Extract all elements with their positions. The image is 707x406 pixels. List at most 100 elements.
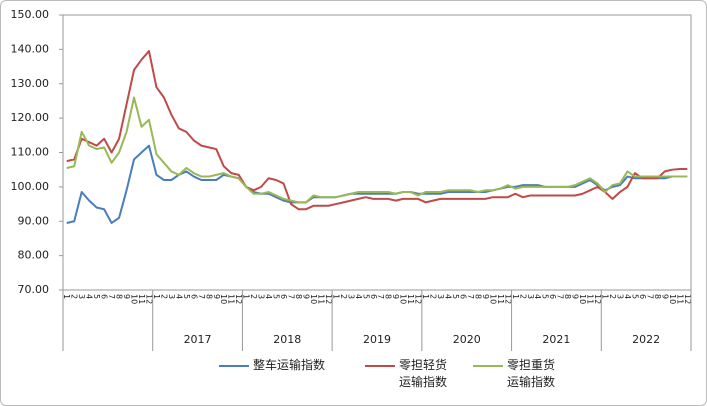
- series-line: [66, 96, 688, 204]
- x-tick-label: 1: [242, 294, 251, 299]
- x-group-label: 2022: [632, 333, 660, 346]
- x-tick-label: 5: [92, 294, 101, 299]
- x-tick-label: 4: [533, 294, 542, 299]
- y-tick-label: 110.00: [11, 146, 50, 159]
- x-tick-label: 4: [85, 294, 94, 299]
- x-tick-label: 12: [593, 294, 602, 304]
- x-tick-label: 11: [227, 294, 236, 304]
- x-tick-label: 2: [608, 294, 617, 299]
- x-tick-label: 8: [294, 294, 303, 299]
- x-tick-label: 4: [354, 294, 363, 299]
- y-tick-label: 70.00: [18, 283, 50, 296]
- x-tick-label: 6: [548, 294, 557, 299]
- x-tick-label: 7: [376, 294, 385, 299]
- series-line: [66, 144, 688, 224]
- x-tick-label: 11: [406, 294, 415, 304]
- x-tick-label: 8: [473, 294, 482, 299]
- x-tick-label: 3: [346, 294, 355, 299]
- x-tick-label: 3: [526, 294, 535, 299]
- x-tick-label: 12: [324, 294, 333, 304]
- x-group-label: 2018: [273, 333, 301, 346]
- x-tick-label: 6: [638, 294, 647, 299]
- plot-frame: [62, 14, 692, 291]
- x-tick-label: 1: [601, 294, 610, 299]
- x-tick-label: 7: [466, 294, 475, 299]
- x-tick-label: 1: [331, 294, 340, 299]
- legend-label: 零担轻货运输指数: [399, 358, 448, 389]
- legend-swatch: [473, 365, 503, 367]
- legend-item: 整车运输指数: [219, 357, 343, 374]
- y-tick-label: 90.00: [18, 214, 50, 227]
- x-tick-label: 3: [167, 294, 176, 299]
- x-tick-label: 3: [77, 294, 86, 299]
- x-tick-label: 7: [287, 294, 296, 299]
- x-tick-label: 2: [159, 294, 168, 299]
- x-tick-label: 5: [272, 294, 281, 299]
- x-tick-label: 6: [369, 294, 378, 299]
- x-tick-label: 1: [511, 294, 520, 299]
- series-line: [66, 50, 688, 211]
- x-tick-label: 2: [429, 294, 438, 299]
- x-tick-label: 10: [130, 294, 139, 304]
- x-tick-label: 1: [421, 294, 430, 299]
- x-tick-label: 10: [399, 294, 408, 304]
- x-tick-label: 4: [444, 294, 453, 299]
- x-tick-label: 6: [458, 294, 467, 299]
- x-tick-label: 9: [660, 294, 669, 299]
- x-tick-label: 5: [541, 294, 550, 299]
- x-tick-label: 9: [391, 294, 400, 299]
- x-tick-label: 8: [384, 294, 393, 299]
- x-tick-label: 6: [189, 294, 198, 299]
- x-tick-label: 2: [339, 294, 348, 299]
- x-tick-label: 5: [182, 294, 191, 299]
- x-tick-label: 6: [279, 294, 288, 299]
- x-group-label: 2020: [453, 333, 481, 346]
- x-tick-label: 3: [615, 294, 624, 299]
- x-tick-label: 2: [70, 294, 79, 299]
- x-tick-label: 7: [645, 294, 654, 299]
- x-tick-label: 9: [301, 294, 310, 299]
- x-tick-label: 10: [309, 294, 318, 304]
- x-tick-label: 10: [219, 294, 228, 304]
- x-tick-label: 12: [234, 294, 243, 304]
- legend-swatch: [219, 365, 249, 367]
- x-tick-label: 4: [264, 294, 273, 299]
- y-tick-label: 120.00: [11, 111, 50, 124]
- x-tick-label: 12: [144, 294, 153, 304]
- legend-label: 零担重货运输指数: [507, 358, 556, 389]
- x-tick-label: 5: [361, 294, 370, 299]
- x-tick-label: 11: [496, 294, 505, 304]
- x-tick-label: 10: [488, 294, 497, 304]
- x-tick-label: 7: [197, 294, 206, 299]
- legend-item: 零担轻货运输指数: [365, 357, 451, 391]
- y-tick-label: 140.00: [11, 42, 50, 55]
- x-tick-label: 11: [316, 294, 325, 304]
- x-group-label: 2021: [542, 333, 570, 346]
- legend: 整车运输指数 零担轻货运输指数 零担重货运输指数: [219, 357, 581, 391]
- y-tick-label: 130.00: [11, 77, 50, 90]
- x-tick-label: 2: [249, 294, 258, 299]
- x-group-label: 2017: [184, 333, 212, 346]
- x-tick-label: 12: [503, 294, 512, 304]
- legend-label: 整车运输指数: [253, 358, 326, 372]
- x-tick-label: 12: [414, 294, 423, 304]
- x-tick-label: 11: [675, 294, 684, 304]
- x-tick-label: 5: [630, 294, 639, 299]
- x-tick-label: 3: [257, 294, 266, 299]
- x-tick-label: 4: [174, 294, 183, 299]
- x-tick-label: 1: [152, 294, 161, 299]
- x-tick-label: 8: [563, 294, 572, 299]
- x-tick-label: 10: [668, 294, 677, 304]
- x-tick-label: 9: [122, 294, 131, 299]
- x-tick-label: 10: [578, 294, 587, 304]
- x-tick-label: 8: [204, 294, 213, 299]
- x-tick-label: 1: [62, 294, 71, 299]
- legend-swatch: [365, 365, 395, 367]
- x-tick-label: 3: [436, 294, 445, 299]
- x-tick-label: 6: [100, 294, 109, 299]
- y-tick-label: 80.00: [18, 249, 50, 262]
- x-tick-label: 7: [556, 294, 565, 299]
- x-tick-label: 5: [451, 294, 460, 299]
